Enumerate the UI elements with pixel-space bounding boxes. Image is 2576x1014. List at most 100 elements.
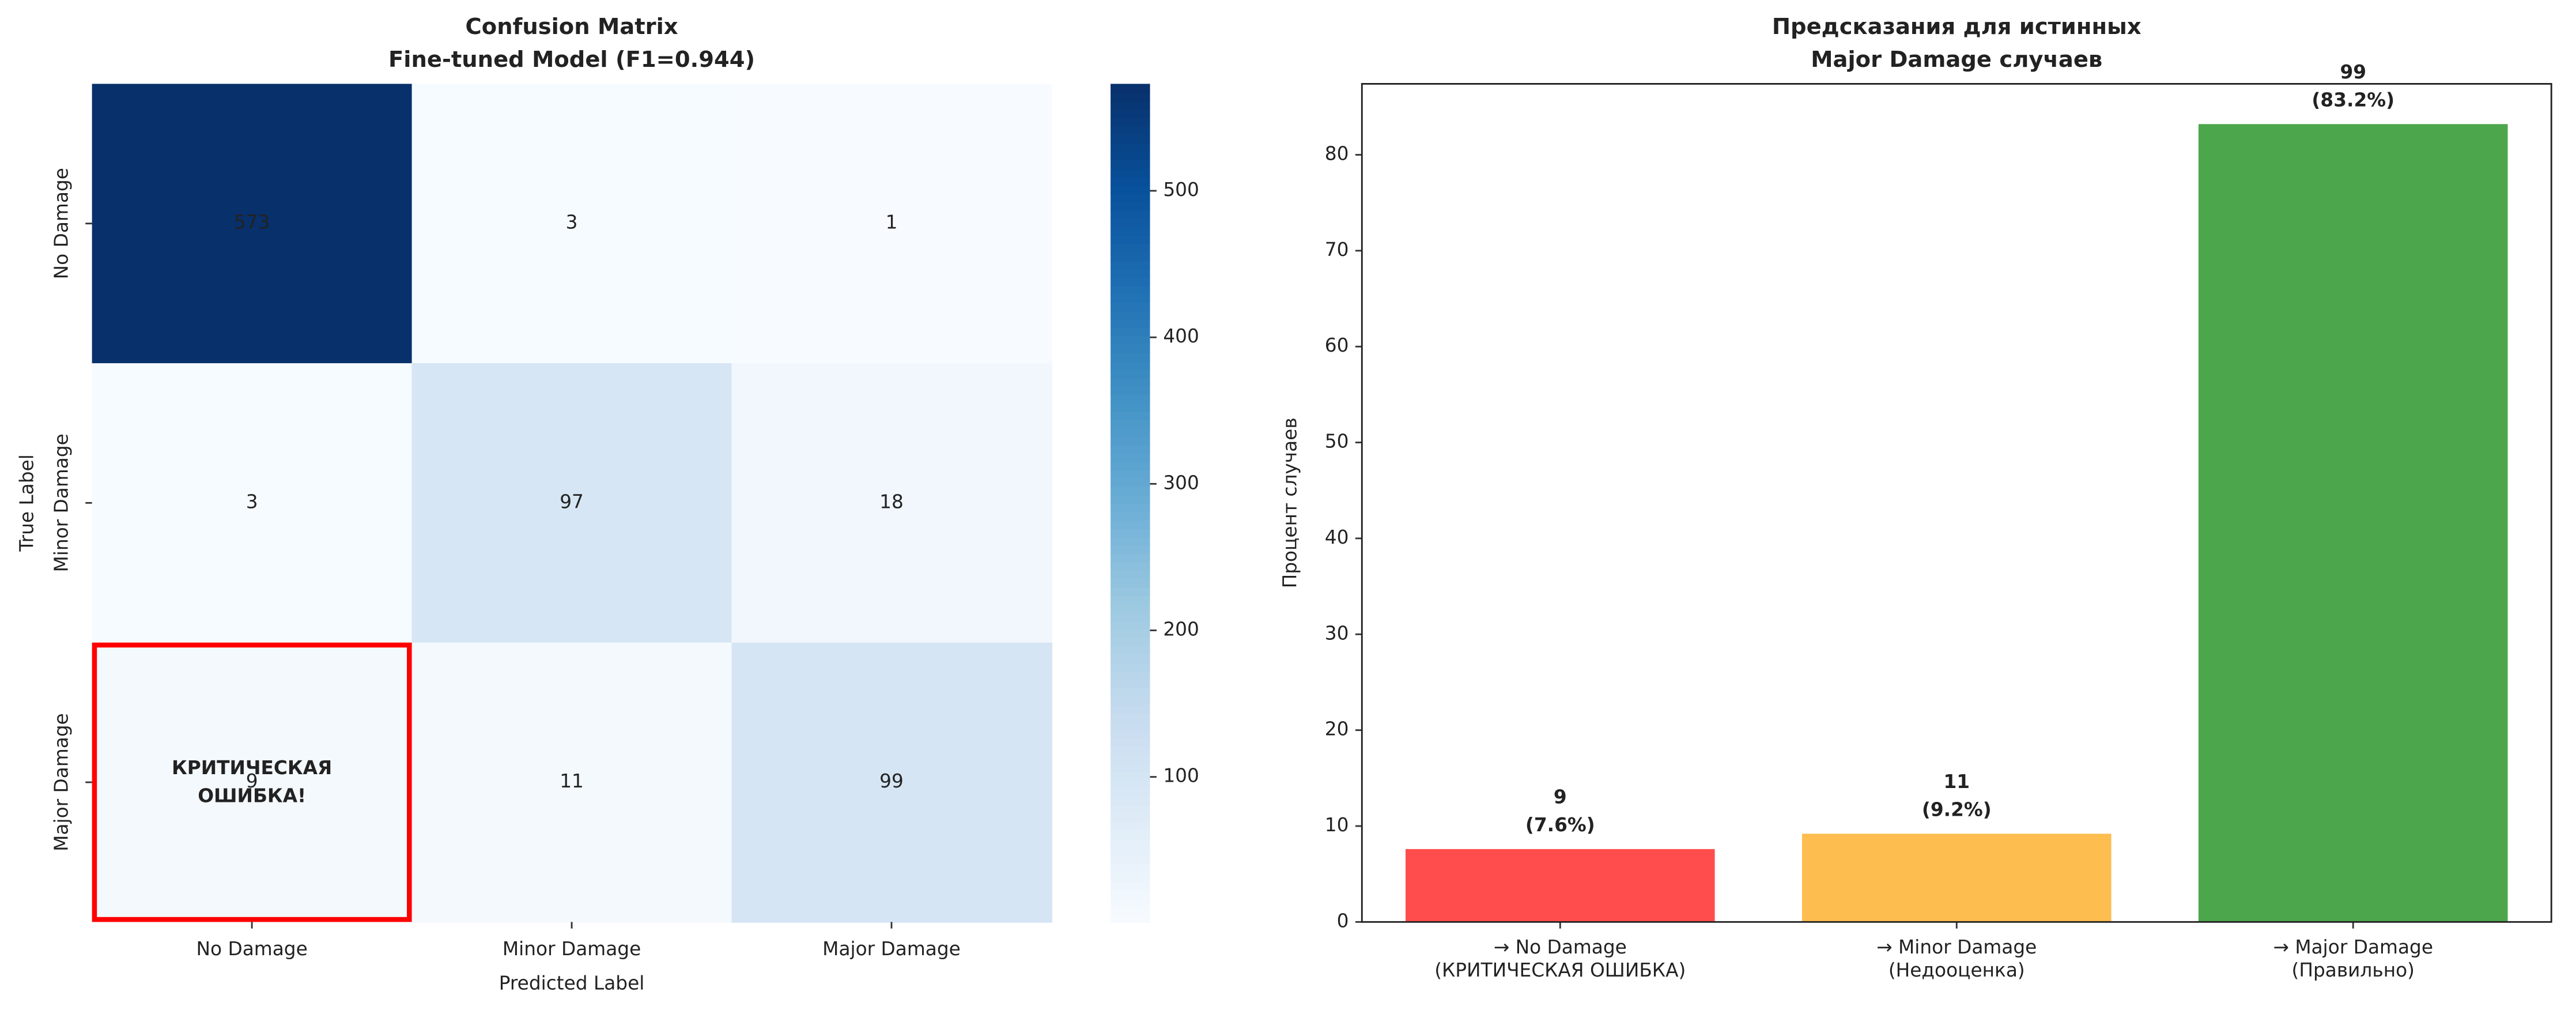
- colorbar-segment: [1111, 117, 1150, 127]
- colorbar-segment: [1111, 218, 1150, 228]
- colorbar-segment: [1111, 645, 1150, 655]
- x-tick-label: Minor Damage: [503, 938, 641, 960]
- colorbar-segment: [1111, 678, 1150, 688]
- colorbar-segment: [1111, 712, 1150, 722]
- y-tick-label: 60: [1325, 334, 1349, 356]
- x-tick-label: → Minor Damage: [1876, 936, 2037, 958]
- colorbar-segment: [1111, 821, 1150, 831]
- colorbar-segment: [1111, 771, 1150, 781]
- colorbar-segment: [1111, 813, 1150, 823]
- heatmap-cell: [92, 363, 413, 644]
- colorbar-segment: [1111, 410, 1150, 420]
- colorbar-segment: [1111, 84, 1150, 93]
- colorbar-segment: [1111, 402, 1150, 412]
- colorbar-segment: [1111, 301, 1150, 311]
- chart-subtitle: Fine-tuned Model (F1=0.944): [388, 47, 755, 73]
- y-axis-label: True Label: [16, 454, 37, 552]
- bar-value-label: (7.6%): [1525, 814, 1595, 836]
- colorbar-segment: [1111, 276, 1150, 287]
- colorbar-segment: [1111, 787, 1150, 797]
- colorbar-segment: [1111, 318, 1150, 328]
- x-tick-label: (КРИТИЧЕСКАЯ ОШИБКА): [1434, 959, 1686, 981]
- heatmap-cell: [731, 642, 1052, 923]
- colorbar-tick-label: 100: [1163, 765, 1199, 787]
- colorbar-segment: [1111, 134, 1150, 144]
- colorbar-segment: [1111, 150, 1150, 160]
- colorbar-segment: [1111, 126, 1150, 135]
- colorbar-segment: [1111, 511, 1150, 521]
- colorbar-segment: [1111, 704, 1150, 714]
- colorbar-segment: [1111, 796, 1150, 806]
- colorbar-segment: [1111, 259, 1150, 269]
- colorbar-segment: [1111, 687, 1150, 697]
- colorbar-segment: [1111, 293, 1150, 303]
- y-tick-label: 70: [1325, 239, 1349, 261]
- colorbar-segment: [1111, 888, 1150, 898]
- colorbar-segment: [1111, 746, 1150, 756]
- bar-count-label: 9: [1554, 786, 1567, 808]
- colorbar-segment: [1111, 184, 1150, 194]
- colorbar-segment: [1111, 436, 1150, 446]
- colorbar-segment: [1111, 368, 1150, 378]
- heatmap-cell: [92, 84, 413, 364]
- colorbar-segment: [1111, 838, 1150, 848]
- heatmap-cell: [411, 84, 732, 364]
- colorbar-segment: [1111, 142, 1150, 152]
- y-axis-label: Процент случаев: [1279, 417, 1301, 588]
- heatmap-cell: [731, 363, 1052, 644]
- colorbar-segment: [1111, 385, 1150, 395]
- colorbar-segment: [1111, 595, 1150, 605]
- y-tick-label: 20: [1325, 718, 1349, 740]
- colorbar-segment: [1111, 159, 1150, 169]
- cell-label: 9: [246, 770, 258, 792]
- annotation: КРИТИЧЕСКАЯ: [172, 757, 332, 779]
- colorbar-segment: [1111, 578, 1150, 588]
- x-axis-label: Predicted Label: [499, 972, 645, 994]
- colorbar-segment: [1111, 503, 1150, 512]
- colorbar-segment: [1111, 344, 1150, 353]
- colorbar-segment: [1111, 603, 1150, 613]
- x-tick-label: → Major Damage: [2273, 936, 2433, 958]
- colorbar-segment: [1111, 763, 1150, 772]
- colorbar-segment: [1111, 754, 1150, 764]
- colorbar-segment: [1111, 913, 1150, 923]
- colorbar-segment: [1111, 477, 1150, 488]
- colorbar-segment: [1111, 737, 1150, 747]
- colorbar-segment: [1111, 855, 1150, 865]
- colorbar-segment: [1111, 846, 1150, 856]
- colorbar-segment: [1111, 695, 1150, 706]
- colorbar-segment: [1111, 545, 1150, 555]
- colorbar-segment: [1111, 628, 1150, 638]
- colorbar-segment: [1111, 670, 1150, 680]
- heatmap-cell: [411, 363, 732, 644]
- colorbar-segment: [1111, 235, 1150, 244]
- cell-label: 97: [560, 491, 584, 512]
- colorbar-segment: [1111, 804, 1150, 815]
- colorbar-segment: [1111, 830, 1150, 839]
- chart-title: Confusion Matrix: [466, 14, 678, 40]
- x-tick-label: Major Damage: [822, 938, 961, 960]
- cell-label: 1: [886, 212, 898, 233]
- colorbar-segment: [1111, 620, 1150, 630]
- bar: [2198, 124, 2508, 922]
- colorbar-segment: [1111, 729, 1150, 739]
- heatmap-cell: [731, 84, 1052, 364]
- highlight-box: [92, 642, 412, 922]
- colorbar-segment: [1111, 586, 1150, 597]
- colorbar-segment: [1111, 880, 1150, 889]
- cell-label: 11: [560, 770, 584, 792]
- x-tick-label: (Правильно): [2292, 959, 2415, 981]
- plot-frame: [1361, 83, 2552, 923]
- colorbar-segment: [1111, 461, 1150, 470]
- y-tick-label: 30: [1325, 622, 1349, 644]
- colorbar-segment: [1111, 444, 1150, 454]
- colorbar-segment: [1111, 427, 1150, 437]
- bar-value-label: (9.2%): [1922, 798, 1992, 820]
- colorbar-segment: [1111, 176, 1150, 186]
- colorbar-segment: [1111, 905, 1150, 915]
- colorbar-segment: [1111, 561, 1150, 571]
- colorbar-segment: [1111, 494, 1150, 504]
- x-tick-label: → No Damage: [1494, 936, 1627, 958]
- colorbar-segment: [1111, 201, 1150, 211]
